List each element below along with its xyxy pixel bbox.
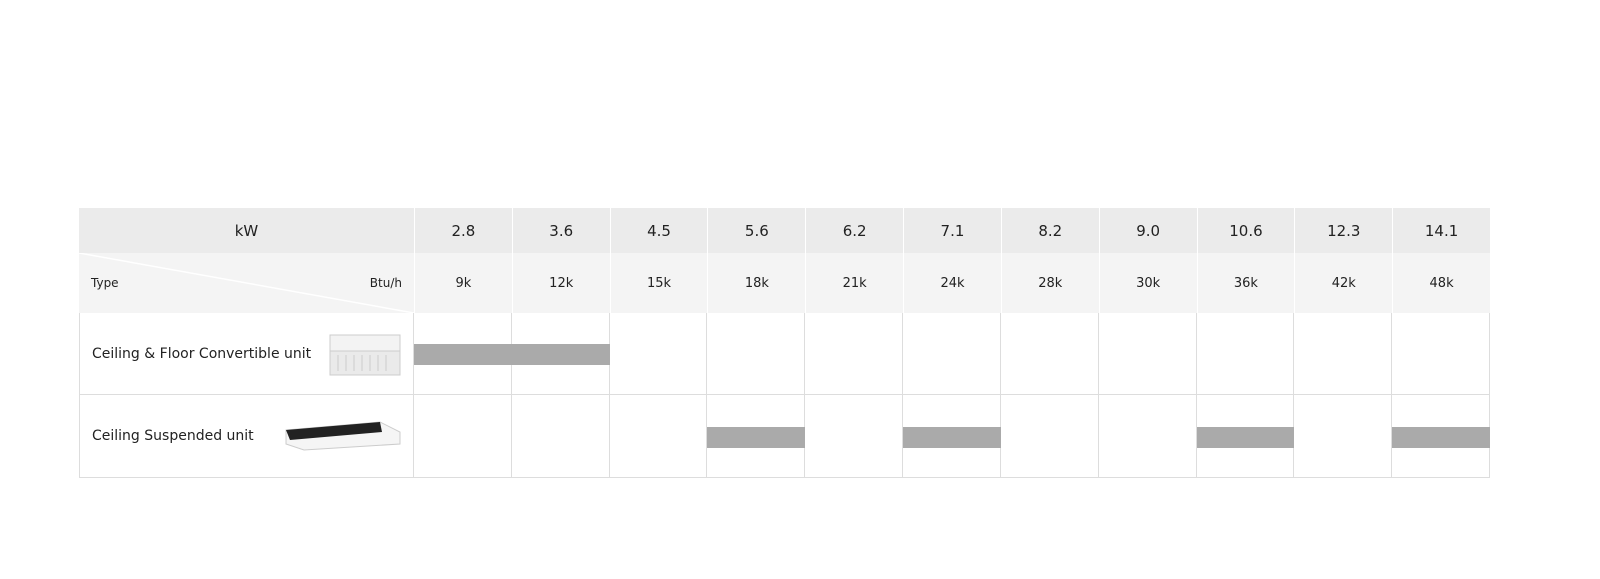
- kw-value: 14.1: [1392, 208, 1490, 253]
- availability-bar: [414, 344, 512, 365]
- grid-cell: [609, 395, 708, 478]
- btu-value: 48k: [1392, 253, 1490, 313]
- kw-value: 3.6: [511, 208, 610, 253]
- btu-value: 12k: [511, 253, 610, 313]
- row-name: Ceiling Suspended unit: [79, 395, 414, 478]
- row-name: Ceiling & Floor Convertible unit: [79, 313, 414, 395]
- btu-value: 28k: [1000, 253, 1099, 313]
- grid-cell: [707, 313, 806, 395]
- btu-value: 9k: [414, 253, 512, 313]
- grid-cell: [1196, 313, 1295, 395]
- availability-bar: [1392, 426, 1490, 448]
- kw-label: kW: [79, 208, 414, 253]
- btu-value: 15k: [609, 253, 708, 313]
- unit-image: [285, 421, 401, 451]
- grid-cell: [805, 313, 904, 395]
- grid-cell: [1098, 395, 1197, 478]
- btu-value: 18k: [707, 253, 806, 313]
- btu-value: 36k: [1196, 253, 1295, 313]
- btu-value: 30k: [1098, 253, 1197, 313]
- grid-cell: [511, 395, 610, 478]
- kw-value: 4.5: [609, 208, 708, 253]
- grid-cell: [1294, 313, 1393, 395]
- btu-value: 21k: [805, 253, 904, 313]
- kw-value: 12.3: [1294, 208, 1393, 253]
- kw-value: 9.0: [1098, 208, 1197, 253]
- btu-value: 24k: [903, 253, 1001, 313]
- availability-bar: [1196, 426, 1295, 448]
- grid-cell: [609, 313, 708, 395]
- btu-value: 42k: [1294, 253, 1393, 313]
- availability-bar: [903, 426, 1001, 448]
- unit-image: [329, 334, 401, 376]
- grid-cell: [903, 313, 1001, 395]
- availability-bar: [707, 426, 806, 448]
- kw-value: 2.8: [414, 208, 512, 253]
- grid-cell: [1000, 313, 1099, 395]
- kw-value: 5.6: [707, 208, 806, 253]
- kw-value: 8.2: [1000, 208, 1099, 253]
- type-label: Type: [91, 276, 119, 290]
- kw-value: 10.6: [1196, 208, 1295, 253]
- grid-cell: [1000, 395, 1099, 478]
- grid-cell: [1294, 395, 1393, 478]
- grid-cell: [1098, 313, 1197, 395]
- grid-cell: [1392, 313, 1490, 395]
- btu-label: Btu/h: [369, 276, 402, 290]
- diagonal: [79, 253, 414, 313]
- kw-value: 7.1: [903, 208, 1001, 253]
- kw-value: 6.2: [805, 208, 904, 253]
- grid-cell: [805, 395, 904, 478]
- availability-bar: [511, 344, 610, 365]
- grid-cell: [414, 395, 512, 478]
